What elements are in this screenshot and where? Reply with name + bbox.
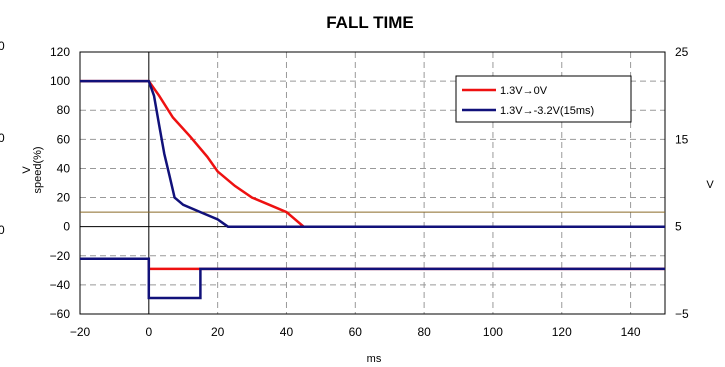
- chart-title: FALL TIME: [326, 13, 414, 32]
- series-line: [80, 257, 665, 271]
- y-tick-label: 120: [50, 45, 70, 59]
- y-tick-label: 100: [50, 74, 70, 88]
- plot-area-border: [79, 51, 666, 315]
- x-tick-label: 80: [417, 325, 431, 339]
- y2-tick-label: 5: [675, 220, 682, 234]
- x-tick-label: −20: [70, 325, 91, 339]
- y-axis-label-sub: speed(%): [32, 146, 44, 193]
- y-tick-label: 20: [57, 191, 71, 205]
- legend-label: 1.3V→-3.2V(15ms): [500, 105, 594, 117]
- y-tick-label: 60: [57, 132, 71, 146]
- y-axis-title: V speed(%): [21, 146, 44, 193]
- x-tick-label: 120: [552, 325, 572, 339]
- x-tick-label: 20: [211, 325, 225, 339]
- y2-tick-label: 25: [675, 45, 689, 59]
- tick-labels: −20 0 20 40 60 80 100 120 140 −60 −40 −20 0 20 40 60 80 1…: [50, 45, 689, 339]
- series-line: [80, 79, 665, 228]
- y-tick-label: 80: [57, 103, 71, 117]
- legend-label: 1.3V→0V: [500, 85, 548, 97]
- x-tick-label: 40: [280, 325, 294, 339]
- legend: 1.3V→0V 1.3V→-3.2V(15ms): [455, 75, 632, 123]
- left-cutoff-label: 0: [0, 131, 5, 145]
- series-line: [80, 79, 665, 228]
- left-cutoff-label: 0: [0, 223, 5, 237]
- x-tick-label: 140: [621, 325, 641, 339]
- legend-box: [455, 75, 632, 123]
- y-tick-label: −20: [50, 249, 71, 263]
- x-tick-label: 0: [145, 325, 152, 339]
- left-cutoff-label: 0: [0, 39, 5, 53]
- y2-tick-label: −5: [675, 307, 689, 321]
- x-tick-label: 60: [349, 325, 363, 339]
- y-tick-label: −60: [50, 307, 71, 321]
- x-tick-label: 100: [483, 325, 503, 339]
- y-tick-label: −40: [50, 278, 71, 292]
- grid: [80, 52, 665, 314]
- series-lines: [80, 79, 665, 300]
- y-axis-label-main: V: [21, 166, 33, 174]
- y-tick-label: 0: [63, 220, 70, 234]
- y2-tick-label: 15: [675, 132, 689, 146]
- y2-axis-label: V: [706, 179, 714, 191]
- y-tick-label: 40: [57, 161, 71, 175]
- series-line: [80, 257, 665, 300]
- x-axis-label: ms: [367, 353, 382, 365]
